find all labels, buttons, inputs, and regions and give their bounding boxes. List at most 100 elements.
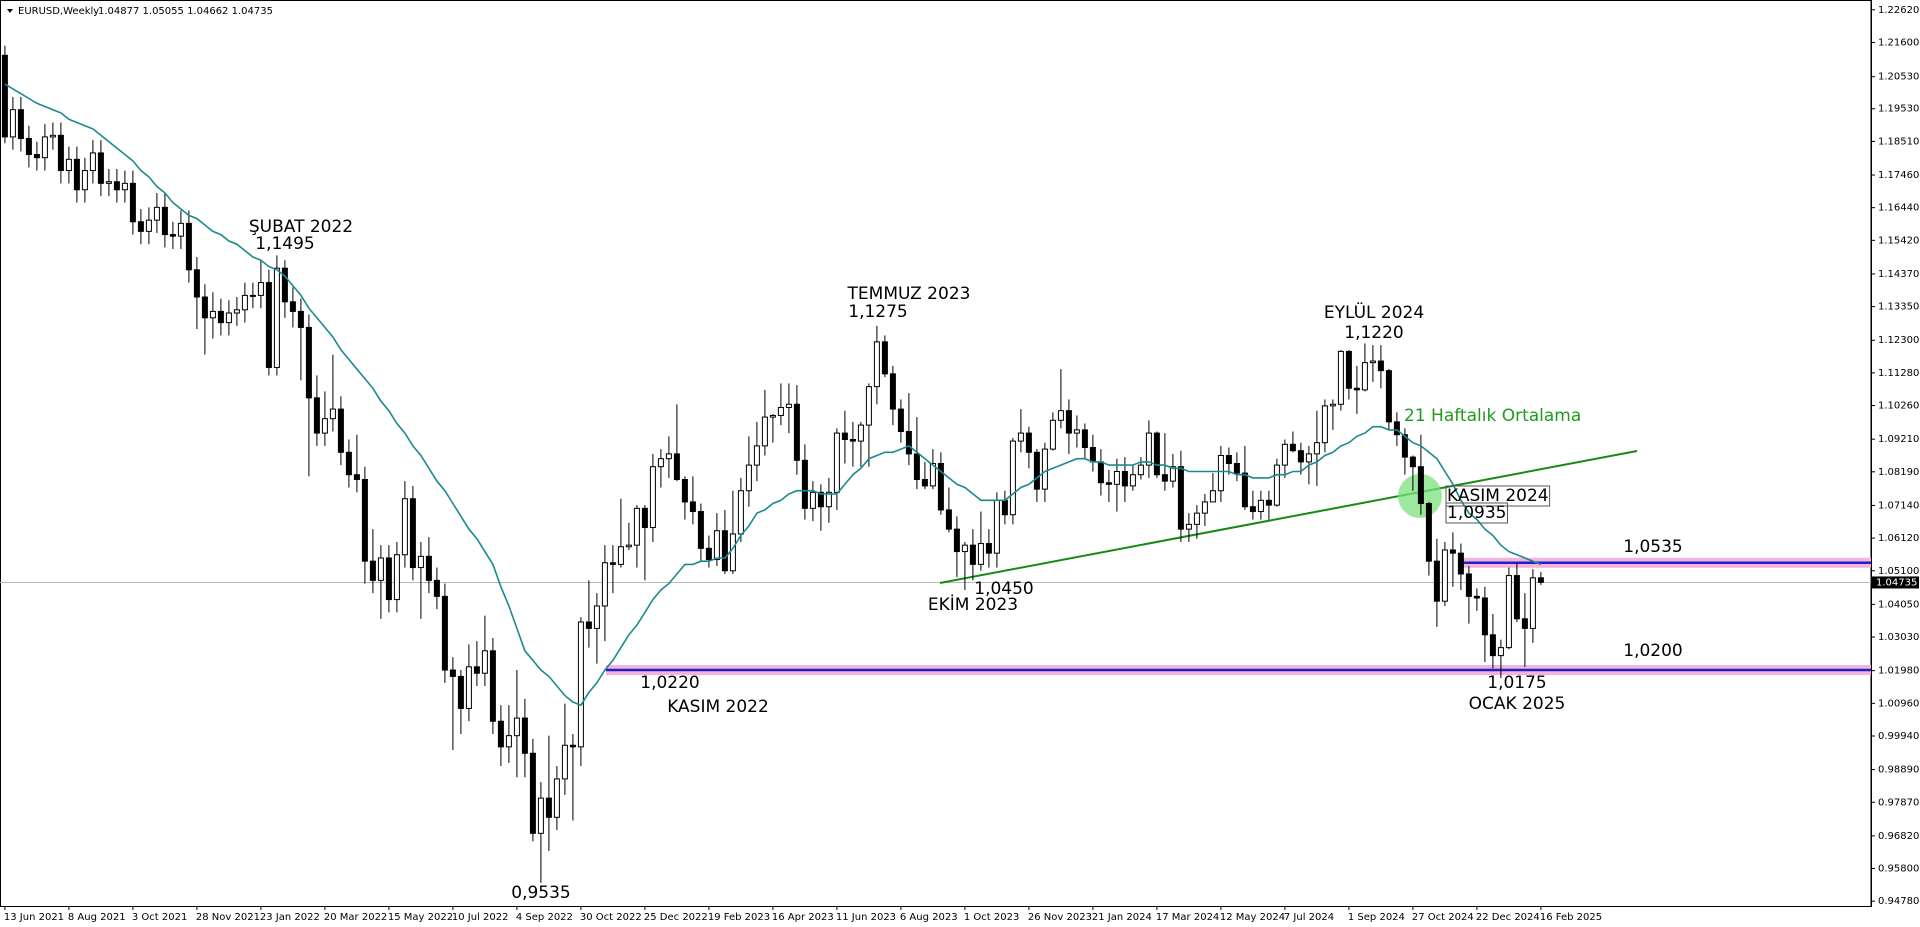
candle-body <box>1521 618 1528 629</box>
candle-body <box>1281 443 1288 466</box>
candle-body <box>617 546 624 565</box>
candle-body <box>465 666 472 709</box>
candle-body <box>497 720 504 748</box>
candle-body <box>81 170 88 191</box>
candle-body <box>201 296 208 319</box>
candle-body <box>689 501 696 513</box>
annotation: 1,1220 <box>1344 323 1403 343</box>
candle-body <box>697 511 704 549</box>
candle-body <box>1505 575 1512 649</box>
candle-body <box>585 621 592 629</box>
candle-body <box>1057 410 1064 421</box>
candle-body <box>1353 387 1360 391</box>
candle-body <box>1009 440 1016 516</box>
candle-body <box>281 267 288 303</box>
candle-body <box>1185 523 1192 530</box>
y-tick-label: 1.21600 <box>1878 37 1919 48</box>
y-tick-label: 1.01980 <box>1878 666 1919 677</box>
candle-body <box>1497 647 1504 657</box>
x-tick-label: 7 Jul 2024 <box>1284 912 1334 923</box>
x-tick-label: 1 Sep 2024 <box>1348 912 1405 923</box>
y-tick-label: 1.06120 <box>1878 533 1919 544</box>
candle-body <box>105 181 112 184</box>
candle-body <box>9 109 16 138</box>
candle-body <box>529 752 536 834</box>
candle-body <box>185 222 192 271</box>
y-tick-label: 1.00960 <box>1878 698 1919 709</box>
annotation: 1,0220 <box>640 673 699 693</box>
candle-body <box>1161 474 1168 482</box>
candle-body <box>665 453 672 460</box>
candle-body <box>153 206 160 221</box>
candle-body <box>1193 512 1200 525</box>
y-tick-label: 1.14370 <box>1878 269 1919 280</box>
candle-body <box>817 491 824 508</box>
candle-body <box>553 778 560 818</box>
candle-body <box>369 560 376 581</box>
x-tick-label: 25 Dec 2022 <box>644 912 708 923</box>
candle-body <box>1049 419 1056 450</box>
x-tick-label: 22 Dec 2024 <box>1476 912 1540 923</box>
candle-body <box>633 507 640 546</box>
candle-body <box>745 464 752 492</box>
candle-body <box>297 310 304 328</box>
candle-body <box>65 158 72 172</box>
candle-body <box>1401 434 1408 458</box>
candle-body <box>1329 403 1336 407</box>
candle-body <box>449 669 456 677</box>
x-tick-label: 13 Jun 2021 <box>4 912 64 923</box>
candle-body <box>681 479 688 503</box>
candle-body <box>1073 429 1080 434</box>
candle-body <box>649 466 656 529</box>
candle-body <box>1377 360 1384 372</box>
candle-body <box>793 403 800 461</box>
candle-body <box>1297 450 1304 463</box>
candle-body <box>833 432 840 493</box>
candle-body <box>1249 506 1256 513</box>
candle-body <box>161 206 168 236</box>
candle-body <box>137 221 144 232</box>
candle-body <box>1081 429 1088 448</box>
candle-body <box>873 341 880 388</box>
candle-body <box>1033 451 1040 490</box>
candle-body <box>1385 370 1392 423</box>
candle-body <box>1121 471 1128 487</box>
candle-body <box>849 438 856 442</box>
annotation-box <box>1445 502 1508 524</box>
candle-body <box>1225 455 1232 465</box>
candle-body <box>801 459 808 509</box>
y-tick-label: 1.05100 <box>1878 566 1919 577</box>
candle-body <box>1137 464 1144 476</box>
x-tick-label: 19 Feb 2023 <box>708 912 770 923</box>
annotation: OCAK 2025 <box>1469 694 1566 714</box>
annotation: EKİM 2023 <box>928 594 1018 615</box>
candle-body <box>97 152 104 184</box>
x-tick-label: 16 Feb 2025 <box>1540 912 1602 923</box>
candle-body <box>737 490 744 535</box>
candle-body <box>577 621 584 748</box>
annotation: TEMMUZ 2023 <box>847 284 971 304</box>
candle-body <box>969 544 976 565</box>
candle-body <box>841 432 848 440</box>
candle-body <box>1001 499 1008 516</box>
x-tick-label: 20 Mar 2022 <box>324 912 387 923</box>
candle-body <box>921 479 928 487</box>
candle-body <box>713 530 720 561</box>
candle-body <box>1041 448 1048 490</box>
candle-body <box>401 498 408 556</box>
candle-body <box>753 445 760 466</box>
y-tick-label: 1.03030 <box>1878 632 1919 643</box>
candle-body <box>217 310 224 324</box>
candle-body <box>913 453 920 481</box>
candle-body <box>385 557 392 601</box>
x-tick-label: 10 Jul 2022 <box>452 912 509 923</box>
y-tick-label: 1.15420 <box>1878 235 1919 246</box>
candle-body <box>1417 466 1424 505</box>
candle-body <box>377 557 384 581</box>
candle-body <box>1 54 8 138</box>
candle-body <box>1369 360 1376 364</box>
candle-body <box>537 797 544 834</box>
candle-body <box>321 418 328 434</box>
candle-body <box>489 650 496 722</box>
